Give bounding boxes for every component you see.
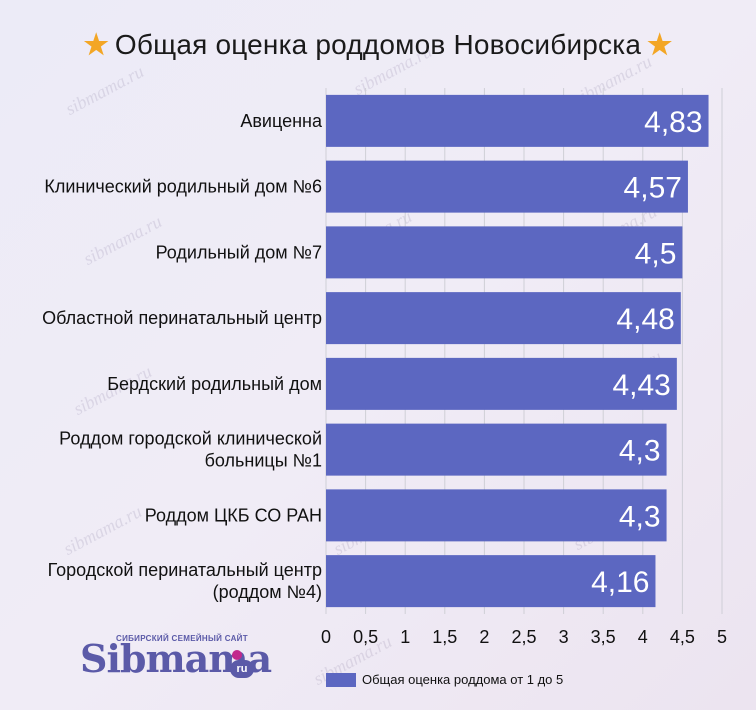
star-icon: ★	[647, 29, 673, 60]
legend-swatch	[326, 672, 356, 687]
category-label: (роддом №4)	[213, 582, 322, 602]
x-tick-label: 5	[717, 627, 727, 647]
legend: Общая оценка роддома от 1 до 5	[326, 672, 563, 687]
legend-label: Общая оценка роддома от 1 до 5	[362, 672, 564, 687]
x-tick-label: 4,5	[670, 627, 695, 647]
bar	[326, 226, 683, 279]
x-tick-label: 3	[559, 627, 569, 647]
category-label: Авиценна	[240, 111, 323, 131]
x-tick-label: 2,5	[511, 627, 536, 647]
bar	[326, 555, 656, 608]
x-tick-label: 1	[400, 627, 410, 647]
chart-title-text: Общая оценка роддомов Новосибирска	[114, 29, 642, 60]
star-icon: ★	[83, 29, 109, 60]
sibmama-logo: Sibmama СИБИРСКИЙ СЕМЕЙНЫЙ САЙТ ru	[80, 632, 272, 682]
x-tick-label: 3,5	[591, 627, 616, 647]
data-label: 4,3	[619, 435, 661, 468]
data-label: 4,57	[624, 172, 682, 205]
logo-dot	[232, 650, 242, 660]
category-label: Областной перинатальный центр	[42, 308, 322, 328]
bar	[326, 357, 677, 410]
category-label: Роддом городской клинической	[59, 429, 322, 449]
bar	[326, 160, 688, 213]
x-tick-label: 2	[479, 627, 489, 647]
x-tick-label: 1,5	[432, 627, 457, 647]
category-label: Бердский родильный дом	[107, 374, 322, 394]
bar	[326, 423, 667, 476]
bar	[326, 292, 681, 345]
category-label: Родильный дом №7	[156, 242, 322, 262]
data-label: 4,5	[635, 237, 677, 270]
x-tick-label: 4	[638, 627, 648, 647]
bar	[326, 94, 709, 147]
data-label: 4,3	[619, 500, 661, 533]
data-label: 4,16	[591, 566, 649, 599]
category-label: Клинический родильный дом №6	[44, 177, 322, 197]
category-label: Городской перинатальный центр	[48, 560, 322, 580]
data-label: 4,43	[612, 369, 670, 402]
data-label: 4,83	[644, 106, 702, 139]
category-label: больницы №1	[205, 451, 322, 471]
x-tick-label: 0	[321, 627, 331, 647]
category-label: Роддом ЦКБ СО РАН	[145, 505, 322, 525]
logo-tagline: СИБИРСКИЙ СЕМЕЙНЫЙ САЙТ	[116, 634, 248, 643]
data-label: 4,48	[616, 303, 674, 336]
x-tick-label: 0,5	[353, 627, 378, 647]
chart-title: ★ Общая оценка роддомов Новосибирска ★	[0, 28, 756, 61]
logo-suffix: ru	[230, 660, 254, 678]
bar	[326, 489, 667, 542]
